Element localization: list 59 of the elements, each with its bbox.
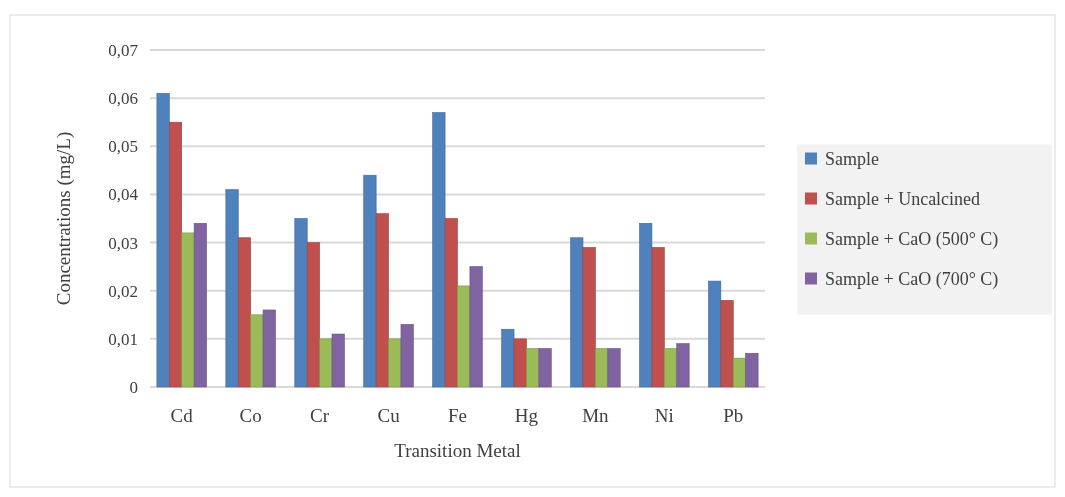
bar <box>501 328 515 388</box>
bar <box>400 324 414 388</box>
bar <box>745 353 759 388</box>
bar <box>469 266 483 388</box>
bar <box>294 218 308 388</box>
y-tick-label: 0,02 <box>108 281 138 301</box>
bar <box>720 300 734 388</box>
legend-label: Sample + CaO (700° C) <box>825 268 999 290</box>
bar <box>250 314 264 388</box>
bar <box>708 280 722 388</box>
bar <box>639 223 653 388</box>
bar <box>582 247 596 388</box>
bar <box>595 348 609 388</box>
bar <box>262 309 276 388</box>
x-tick-label: Mn <box>582 405 610 426</box>
x-tick-label: Co <box>239 405 262 426</box>
bar <box>457 285 471 388</box>
bar <box>363 174 377 388</box>
bar <box>732 357 746 388</box>
bar <box>538 348 552 388</box>
bar <box>444 218 458 388</box>
bar <box>156 93 170 388</box>
y-tick-label: 0,03 <box>108 233 138 253</box>
bar <box>237 237 251 388</box>
bar <box>526 348 540 388</box>
x-tick-label: Fe <box>448 405 467 426</box>
bar <box>388 338 402 388</box>
bar <box>319 338 333 388</box>
y-tick-label: 0,05 <box>108 137 138 157</box>
bar <box>664 348 678 388</box>
bar <box>331 333 345 388</box>
y-tick-label: 0,04 <box>108 185 139 205</box>
bar <box>169 121 183 388</box>
bar <box>651 247 665 388</box>
bar <box>225 189 239 388</box>
bar <box>513 338 527 388</box>
x-tick-label: Cu <box>377 405 401 426</box>
bar <box>432 112 446 388</box>
bar <box>570 237 584 388</box>
legend-label: Sample <box>825 148 879 169</box>
y-tick-label: 0 <box>129 377 138 397</box>
bar <box>375 213 389 388</box>
bar <box>193 223 207 388</box>
x-tick-label: Cr <box>310 405 330 426</box>
bar <box>607 348 621 388</box>
bar <box>676 343 690 388</box>
x-axis-title: Transition Metal <box>394 440 521 461</box>
x-tick-label: Hg <box>514 405 539 426</box>
x-tick-label: Ni <box>654 405 674 426</box>
bar <box>306 242 320 388</box>
y-axis-title: Concentrations (mg/L) <box>53 131 75 306</box>
legend-label: Sample + CaO (500° C) <box>825 228 999 250</box>
x-tick-label: Pb <box>723 405 744 426</box>
y-tick-label: 0,01 <box>108 329 138 349</box>
y-tick-label: 0,06 <box>108 89 138 109</box>
bar <box>181 232 195 388</box>
x-tick-label: Cd <box>170 405 194 426</box>
legend-label: Sample + Uncalcined <box>825 188 981 209</box>
y-tick-label: 0,07 <box>108 40 139 60</box>
